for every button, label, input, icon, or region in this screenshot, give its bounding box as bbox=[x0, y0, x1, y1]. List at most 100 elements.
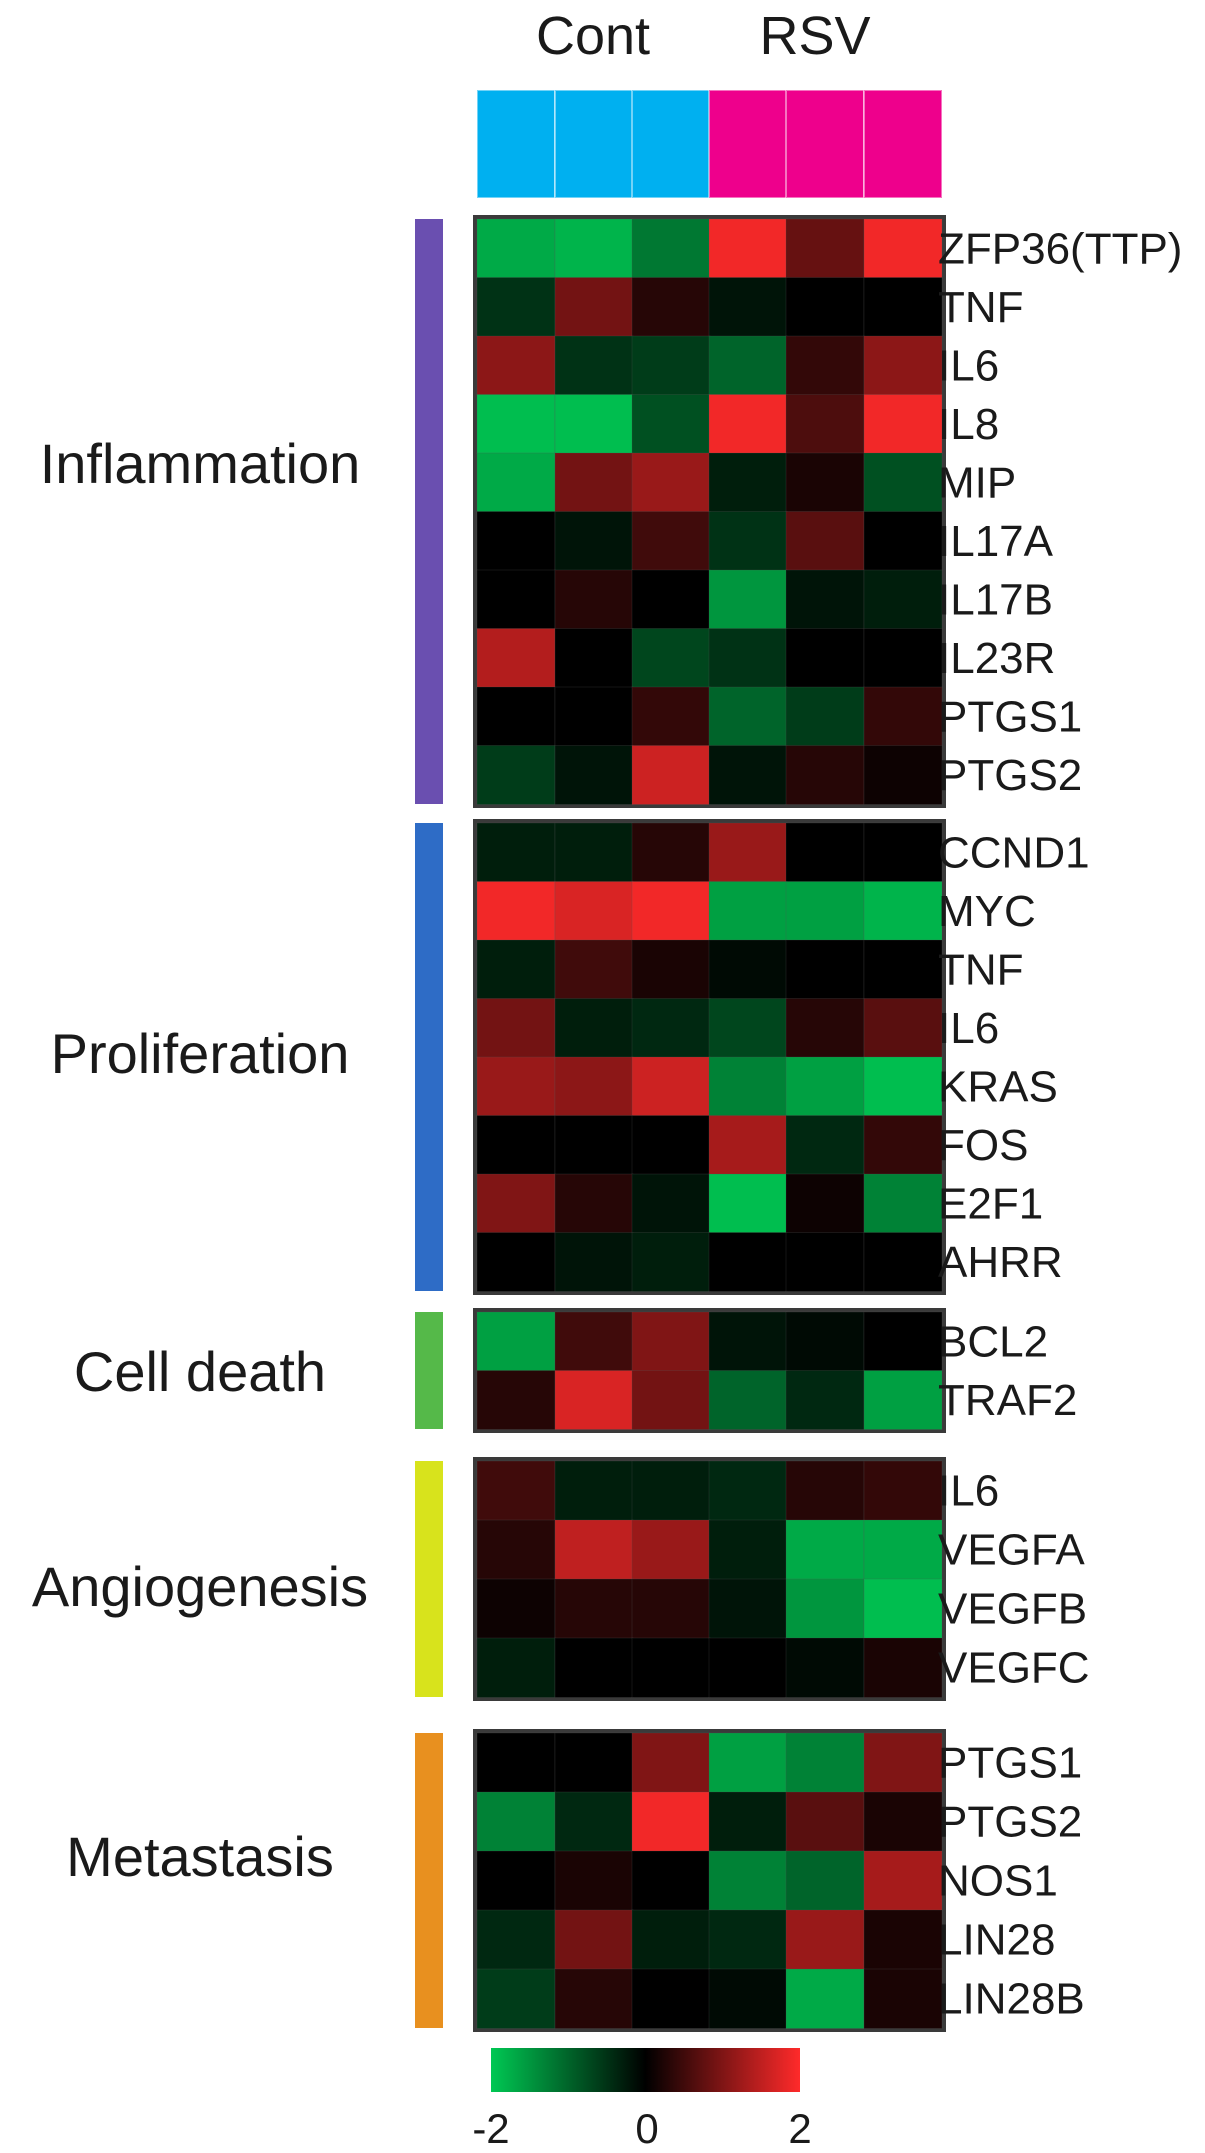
heatmap-cell bbox=[476, 1909, 556, 1970]
colorscale-gradient-bar bbox=[491, 2048, 800, 2092]
heatmap-cell bbox=[785, 511, 865, 571]
category-bar bbox=[415, 823, 443, 1291]
heatmap-cell bbox=[863, 1311, 943, 1372]
heatmap-cell bbox=[554, 1732, 634, 1793]
gene-label: IL6 bbox=[938, 341, 999, 390]
group-color-cell-rsv bbox=[708, 89, 788, 199]
heatmap-cell bbox=[476, 335, 556, 396]
gene-label: LIN28 bbox=[938, 1916, 1055, 1965]
gene-label: IL23R bbox=[938, 634, 1055, 683]
gene-label: TNF bbox=[938, 945, 1024, 994]
gene-label: VEGFB bbox=[938, 1585, 1087, 1634]
heatmap-cell bbox=[863, 1791, 943, 1852]
heatmap-cell bbox=[708, 822, 788, 883]
category-label: Angiogenesis bbox=[32, 1555, 368, 1618]
heatmap-cell bbox=[708, 1791, 788, 1852]
heatmap-cell bbox=[708, 569, 788, 630]
group-color-cell-cont bbox=[476, 89, 556, 199]
heatmap-cell bbox=[708, 745, 788, 805]
heatmap-cell bbox=[863, 335, 943, 396]
heatmap-cell bbox=[476, 1311, 556, 1372]
gene-label: TRAF2 bbox=[938, 1376, 1077, 1425]
gene-label: BCL2 bbox=[938, 1317, 1048, 1366]
heatmap-cell bbox=[554, 452, 634, 513]
heatmap-cell bbox=[476, 745, 556, 805]
heatmap-cell bbox=[554, 394, 634, 454]
heatmap-cell bbox=[708, 939, 788, 1000]
heatmap-cell bbox=[863, 394, 943, 454]
heatmap-cell bbox=[554, 1909, 634, 1970]
heatmap-cell bbox=[554, 1968, 634, 2029]
heatmap-cell bbox=[476, 881, 556, 941]
gene-label: IL6 bbox=[938, 1467, 999, 1516]
heatmap-cell bbox=[785, 881, 865, 941]
heatmap-cell bbox=[554, 1519, 634, 1580]
heatmap-cell bbox=[631, 1115, 711, 1175]
heatmap-cell bbox=[708, 1460, 788, 1521]
heatmap-cell bbox=[476, 1791, 556, 1852]
gene-label: E2F1 bbox=[938, 1179, 1043, 1228]
heatmap-cell bbox=[708, 1909, 788, 1970]
heatmap-cell bbox=[476, 511, 556, 571]
heatmap-cell bbox=[785, 335, 865, 396]
heatmap-cell bbox=[631, 1056, 711, 1117]
heatmap-cell bbox=[554, 218, 634, 279]
heatmap-cell bbox=[476, 1850, 556, 1911]
heatmap-cell bbox=[631, 881, 711, 941]
heatmap-cell bbox=[708, 394, 788, 454]
gene-label: ZFP36(TTP) bbox=[938, 224, 1182, 273]
heatmap-cell bbox=[554, 1578, 634, 1639]
gene-label: CCND1 bbox=[938, 828, 1090, 877]
heatmap-cell bbox=[554, 745, 634, 805]
heatmap-cell bbox=[785, 628, 865, 688]
heatmap-cell bbox=[631, 628, 711, 688]
heatmap-cell bbox=[631, 1637, 711, 1698]
gene-label: TNF bbox=[938, 283, 1024, 332]
heatmap-cell bbox=[631, 394, 711, 454]
heatmap-cell bbox=[708, 218, 788, 279]
block-cell-death: Cell death BCL2 TRAF2 bbox=[74, 1308, 1077, 1433]
heatmap-cell bbox=[476, 1115, 556, 1175]
heatmap-cell bbox=[863, 277, 943, 337]
gene-label: NOS1 bbox=[938, 1857, 1058, 1906]
heatmap-cell bbox=[631, 1232, 711, 1292]
heatmap-cell bbox=[785, 1637, 865, 1698]
gene-label: LIN28B bbox=[938, 1975, 1085, 2024]
gene-label: MIP bbox=[938, 458, 1016, 507]
heatmap-cell bbox=[785, 1311, 865, 1372]
block-metastasis: Metastasis PTGS1 PTGS2 NOS1 LIN28 LIN28B bbox=[66, 1729, 1085, 2032]
heatmap-cell bbox=[863, 1578, 943, 1639]
heatmap-cell bbox=[476, 686, 556, 747]
heatmap-cell bbox=[554, 511, 634, 571]
heatmap-cell bbox=[785, 939, 865, 1000]
heatmap-cell bbox=[863, 1056, 943, 1117]
heatmap-cell bbox=[785, 1115, 865, 1175]
heatmap-cell bbox=[785, 1968, 865, 2029]
category-bar bbox=[415, 219, 443, 804]
category-label: Inflammation bbox=[40, 432, 361, 495]
category-bar bbox=[415, 1733, 443, 2028]
gene-label: KRAS bbox=[938, 1062, 1058, 1111]
heatmap-cell bbox=[554, 822, 634, 883]
heatmap-cell bbox=[708, 1115, 788, 1175]
heatmap-cell bbox=[708, 1637, 788, 1698]
heatmap-cell bbox=[554, 881, 634, 941]
heatmap-cell bbox=[476, 569, 556, 630]
heatmap-cell bbox=[785, 822, 865, 883]
heatmap-cell bbox=[708, 628, 788, 688]
heatmap-cell bbox=[863, 1232, 943, 1292]
heatmap-cell bbox=[708, 1311, 788, 1372]
heatmap-cell bbox=[476, 1637, 556, 1698]
heatmap-cell bbox=[476, 1173, 556, 1234]
heatmap-cell bbox=[554, 1173, 634, 1234]
heatmap-cell bbox=[554, 1370, 634, 1430]
heatmap-cell bbox=[631, 1850, 711, 1911]
heatmap-cell bbox=[476, 277, 556, 337]
block-inflammation: Inflammation ZFP36(TTP) TNF IL6 IL8 MIP IL17A I… bbox=[40, 215, 1182, 808]
group-label-rsv: RSV bbox=[759, 6, 870, 66]
heatmap-cell bbox=[631, 335, 711, 396]
heatmap-cell bbox=[785, 1519, 865, 1580]
heatmap-cell bbox=[476, 1056, 556, 1117]
heatmap-cell bbox=[554, 1791, 634, 1852]
group-color-cell-rsv bbox=[785, 89, 865, 199]
